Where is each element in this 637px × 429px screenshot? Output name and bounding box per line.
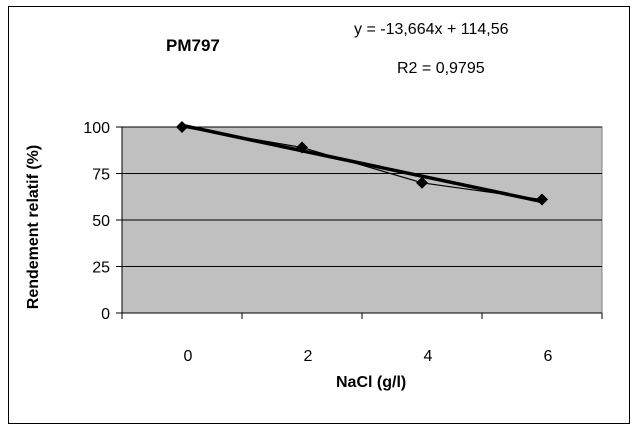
chart-title: PM797 xyxy=(166,36,220,55)
y-tick-label-50: 50 xyxy=(92,213,110,230)
trendline xyxy=(180,123,544,204)
x-tick-label-0: 0 xyxy=(184,348,193,365)
x-axis-title: NaCl (g/l) xyxy=(336,374,407,391)
trendline-equation: y = -13,664x + 114,56 xyxy=(354,21,509,38)
data-point-2 xyxy=(416,176,428,189)
y-tick-label-75: 75 xyxy=(92,167,110,184)
chart-frame xyxy=(8,6,630,424)
data-point-0 xyxy=(176,121,188,133)
y-tick-label-25: 25 xyxy=(92,260,110,277)
y-tick-label-0: 0 xyxy=(101,306,110,323)
y-tick-label-100: 100 xyxy=(83,120,110,137)
x-tick-label-2: 2 xyxy=(304,348,313,365)
data-point-3 xyxy=(536,193,548,206)
y-axis-title: Rendement relatif (%) xyxy=(25,144,42,310)
data-point-1 xyxy=(296,141,308,154)
x-tick-label-6: 6 xyxy=(544,348,553,365)
x-tick-label-4: 4 xyxy=(424,348,433,365)
trendline-r2: R2 = 0,9795 xyxy=(397,60,485,77)
